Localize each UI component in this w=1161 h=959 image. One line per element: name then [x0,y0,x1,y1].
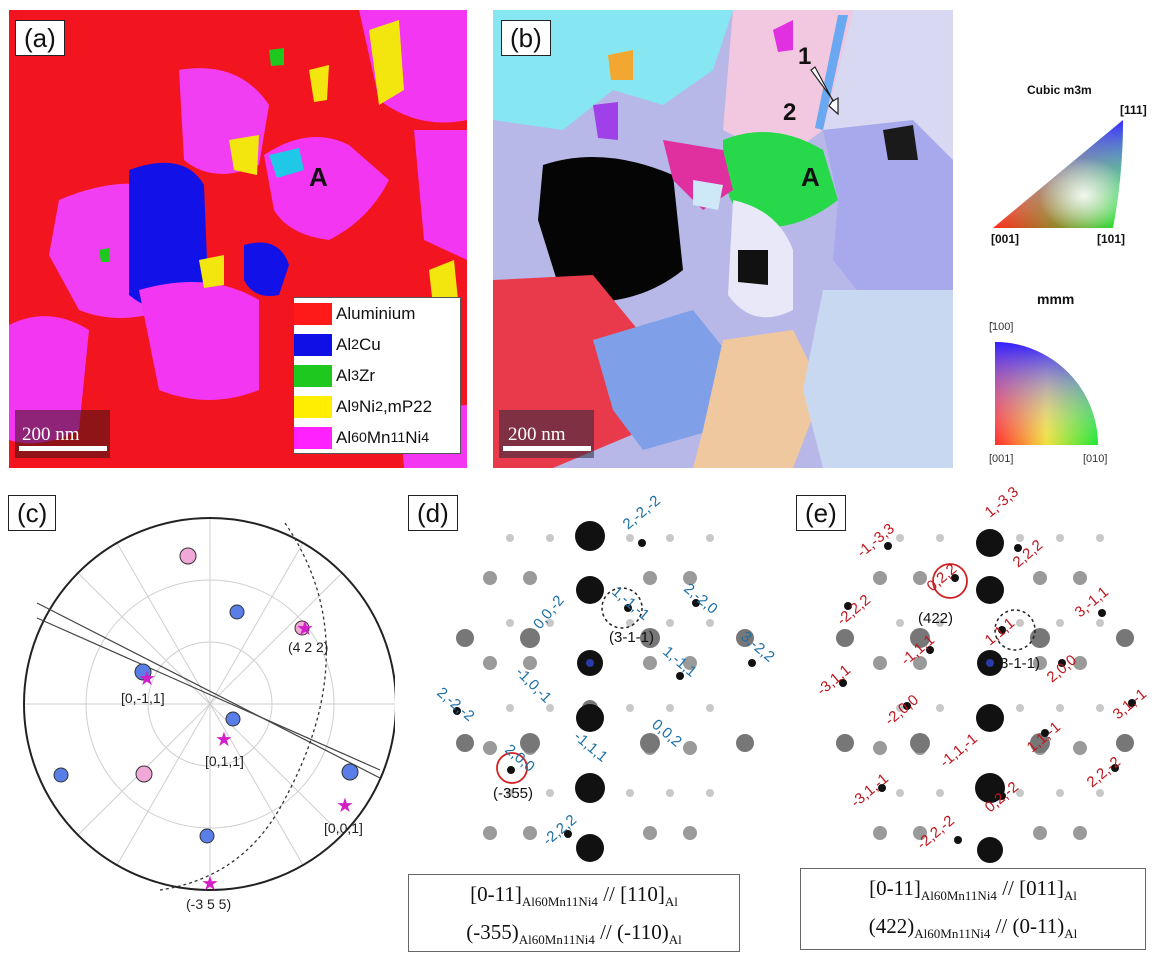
orientation-map-image: A 1 2 [493,10,953,468]
panel-e-diffraction: 1,-3,3 -1,-3,3 2,2,2 0,2,2 -2,2,2 3,-1,1… [814,483,1150,863]
panel-d-label: (d) [408,495,458,531]
marker-1: 1 [798,43,811,70]
caption-d: [0-11]Al60Mn11Ni4 // [110]Al (-355)Al60M… [408,874,740,952]
star-icon: ★ [138,668,156,690]
pole-blue [225,711,241,727]
star-icon: ★ [201,873,219,895]
annot-001: [0,0,1] [324,820,363,836]
annot-422: (4 2 2) [288,639,328,655]
spot-label-e: -2,0,0 [882,691,922,729]
cubic-101-label: [101] [1097,232,1125,246]
spot-label-e: -3,1,1 [814,661,854,699]
spot-label-e: 3,1,-1 [1110,685,1150,723]
spot-label-d: 2,-2,-2 [433,684,477,725]
spot-label-e: 2,0,0 [1044,652,1080,686]
spot-label-e: -3,1,-1 [848,770,892,811]
legend-al3zr: Al 3 Zr [294,360,460,391]
spot-label-e: -1,1,-1 [937,730,981,771]
mmm-010-label: [010] [1083,453,1107,465]
cubic-001-label: [001] [991,232,1019,246]
ring-label-e-solid: (422) [918,610,953,627]
ring-solid-d [496,752,528,784]
ring-dashed-d [601,587,643,629]
pole-blue [134,663,152,681]
pole-blue [229,604,245,620]
spot-label-e: -2,2,2 [834,591,874,629]
spot-label-e: 0,2,2 [924,561,960,595]
legend-al2cu: Al 2 Cu [294,329,460,360]
spot-label-e: 3,-1,1 [1072,583,1112,621]
ring-label-d-dashed: (3-1-1) [609,629,654,646]
spot-label-d: -1,0,-1 [512,664,555,707]
panel-e-label: (e) [796,495,846,531]
spot-label-d: -1,1,1 [570,728,610,766]
scale-bar-a-line [19,446,107,451]
pole-pink [135,765,153,783]
star-icon: ★ [336,795,354,817]
legend-al9ni2: Al 9 Ni 2 ,mP22 [294,391,460,422]
pole-pink [179,547,197,565]
ring-label-e-dashed: (3-1-1) [995,655,1040,672]
annot-m355: (-3 5 5) [186,896,231,912]
spot-label-d: -2,2,2 [540,811,580,849]
primitive-circle [23,517,395,891]
pole-pink [294,620,310,636]
spot-label-e: 2,2,-2 [1084,753,1124,791]
spot-label-e: 1,-3,3 [982,483,1022,521]
marker-2: 2 [783,99,796,126]
ring-solid-e [932,563,968,599]
star-icon: ★ [296,618,314,640]
ring-dashed-e [994,609,1036,651]
mmm-100-label: [̄100] [989,321,1013,333]
pole-blue [53,767,69,783]
arrow-icon [810,66,839,116]
ring-label-d-solid: (-355) [493,785,533,802]
spot-label-e: -1,-3,3 [854,520,898,561]
panel-d-diffraction: 2,-2,-2 0,0,-2 1,-1,-1 2,-2,0 3,-2,2 1,-… [433,492,778,862]
panel-c-stereogram: ★ ★ ★ ★ ★ (4 2 2) [0,-1,1] [0,1,1] [0,0,… [23,517,395,912]
caption-e: [0-11]Al60Mn11Ni4 // [011]Al (422)Al60Mn… [800,868,1146,950]
annot-0m11: [0,-1,1] [121,690,165,706]
legend-al60mn11ni4: Al 60 Mn 11 Ni 4 [294,422,460,453]
panel-a-phase-map: A (a) 200 nm Aluminium Al 2 Cu Al 3 Zr Al 9 Ni… [9,10,467,468]
phase-map-image: A [9,10,467,468]
spot-label-e: 2,2,2 [1010,537,1046,571]
annot-011: [0,1,1] [205,753,244,769]
scale-bar-a-text: 200 nm [22,424,80,445]
spot-label-d: 2,-2,-2 [620,492,664,533]
spot-label-d: 3,-2,2 [737,628,777,666]
grain-a-label-b: A [801,162,820,192]
pole-blue [199,828,215,844]
phase-legend: Aluminium Al 2 Cu Al 3 Zr Al 9 Ni 2 ,mP22 Al 60 Mn… [293,297,461,454]
panel-b-label: (b) [501,20,551,56]
ipf-color-keys: Cubic m3m [111] [001] [101] mmm [̄100] [… [989,83,1147,465]
scale-bar-a: 200 nm [15,410,110,458]
mmm-001-label: [001] [989,453,1013,465]
scale-bar-b-text: 200 nm [508,424,566,445]
mmm-title: mmm [1037,291,1074,307]
scale-bar-b-line [503,446,591,451]
pole-blue [341,763,359,781]
legend-aluminium: Aluminium [294,298,460,329]
spot-label-d: 2,-2,0 [680,580,720,618]
grain-a-label: A [309,162,328,192]
panel-a-label: (a) [15,20,65,56]
scale-bar-b: 200 nm [499,410,594,458]
panel-b-orientation-map: A 1 2 (b) 200 nm [493,10,953,468]
panel-c-label: (c) [8,495,57,531]
cubic-111-label: [111] [1120,103,1147,117]
spot-label-e: 1,1,1 [982,615,1018,649]
cubic-title: Cubic m3m [1027,83,1092,97]
star-icon: ★ [215,729,233,751]
